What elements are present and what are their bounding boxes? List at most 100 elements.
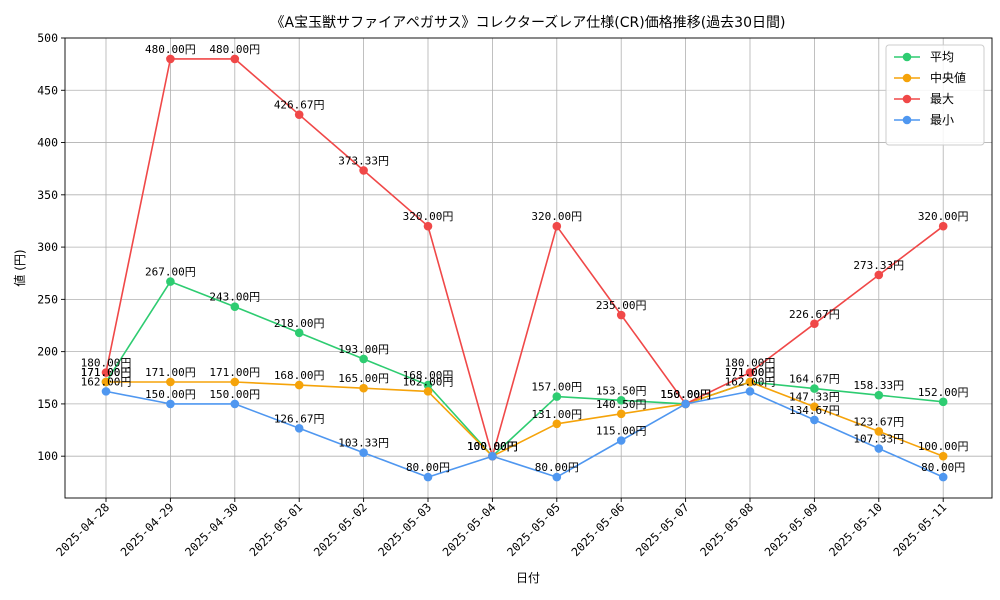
data-point	[681, 399, 690, 409]
y-axis-label: 値 (円)	[12, 249, 27, 286]
data-label: 243.00円	[209, 291, 260, 304]
data-point	[359, 383, 368, 393]
data-label: 140.50円	[596, 398, 647, 411]
data-point	[294, 423, 304, 433]
y-axis-ticks: 100 150 200 250 300 350 400 450 500	[37, 31, 65, 463]
data-point	[230, 377, 240, 387]
data-label: 126.67円	[274, 412, 325, 425]
series-line	[105, 280, 944, 458]
data-label: 171.00円	[81, 366, 132, 379]
data-point	[938, 451, 948, 461]
data-label: 150.00円	[660, 388, 711, 401]
data-label: 164.67円	[789, 373, 840, 386]
series-line	[106, 381, 944, 458]
legend-label: 最大	[930, 92, 954, 106]
data-point	[294, 328, 304, 338]
data-label: 100.00円	[467, 440, 518, 453]
series-points	[101, 54, 948, 482]
data-point	[616, 395, 626, 405]
data-point	[874, 270, 884, 280]
data-label: 152.00円	[918, 386, 969, 399]
y-tick-label: 300	[37, 240, 58, 254]
data-label: 100.00円	[467, 440, 518, 453]
data-label: 171.00円	[725, 366, 776, 379]
data-label: 162.00円	[725, 375, 776, 388]
data-label: 158.33円	[853, 379, 904, 392]
data-point	[552, 221, 562, 231]
data-label: 150.00円	[209, 388, 260, 401]
data-point	[616, 310, 626, 320]
legend-label: 中央値	[930, 70, 966, 85]
legend-label: 最小	[930, 113, 954, 127]
data-label: 150.00円	[660, 388, 711, 401]
data-label: 426.67円	[274, 99, 325, 112]
data-point	[938, 221, 948, 231]
data-label: 80.00円	[921, 461, 965, 474]
data-label: 162.00円	[81, 375, 132, 388]
data-label: 193.00円	[338, 343, 389, 356]
data-point	[810, 319, 819, 329]
data-label: 373.33円	[338, 154, 389, 167]
data-label: 168.00円	[403, 369, 454, 382]
data-label: 171.00円	[145, 366, 196, 379]
data-label: 218.00円	[274, 317, 325, 330]
data-label: 123.67円	[853, 415, 904, 428]
data-point	[938, 472, 948, 482]
y-tick-label: 400	[37, 136, 58, 150]
data-point	[616, 409, 626, 419]
data-label: 180.00円	[81, 357, 132, 370]
data-point	[745, 368, 755, 377]
legend-label: 平均	[930, 50, 954, 64]
y-tick-label: 200	[37, 345, 58, 359]
data-point	[745, 377, 755, 387]
data-point	[810, 415, 819, 425]
data-point	[552, 472, 562, 482]
data-point	[745, 387, 755, 396]
data-label: 150.00円	[660, 388, 711, 401]
data-point	[874, 427, 884, 436]
legend-marker	[902, 52, 912, 62]
data-label: 320.00円	[918, 210, 969, 223]
data-labels: 171.00円 267.00円 243.00円 218.00円 193.00円 168.0…	[81, 43, 969, 474]
x-axis-label: 日付	[516, 571, 540, 585]
data-label: 320.00円	[531, 210, 582, 223]
data-label: 150.00円	[660, 388, 711, 401]
data-point	[616, 436, 626, 445]
data-point	[166, 277, 175, 286]
data-point	[423, 380, 433, 390]
data-label: 165.00円	[338, 372, 389, 385]
data-label: 147.33円	[789, 391, 840, 404]
data-label: 100.00円	[467, 440, 518, 453]
legend-marker	[902, 94, 912, 104]
data-label: 153.50円	[596, 384, 647, 397]
data-label: 100.00円	[918, 440, 969, 453]
data-label: 180.00円	[725, 357, 776, 370]
data-point	[101, 377, 111, 387]
data-point	[810, 402, 819, 412]
series-line	[105, 58, 944, 458]
data-point	[101, 387, 111, 396]
data-point	[938, 397, 948, 407]
data-point	[423, 387, 433, 396]
series-lines	[105, 58, 944, 478]
plot-frame	[64, 37, 993, 499]
data-point	[101, 368, 111, 377]
y-tick-label: 450	[37, 83, 58, 97]
data-label: 162.00円	[403, 375, 454, 388]
legend-marker	[902, 115, 912, 125]
data-point	[423, 221, 433, 231]
data-label: 171.00円	[81, 366, 132, 379]
data-label: 107.33円	[853, 433, 904, 446]
data-label: 115.00円	[596, 425, 647, 438]
data-label: 480.00円	[209, 43, 260, 56]
data-label: 168.00円	[274, 369, 325, 382]
data-point	[874, 390, 884, 400]
y-tick-label: 250	[37, 292, 58, 306]
data-point	[294, 110, 304, 119]
data-label: 80.00円	[535, 461, 579, 474]
legend-marker	[902, 73, 912, 83]
data-point	[230, 302, 240, 311]
data-label: 226.67円	[789, 308, 840, 321]
data-point	[359, 448, 368, 458]
